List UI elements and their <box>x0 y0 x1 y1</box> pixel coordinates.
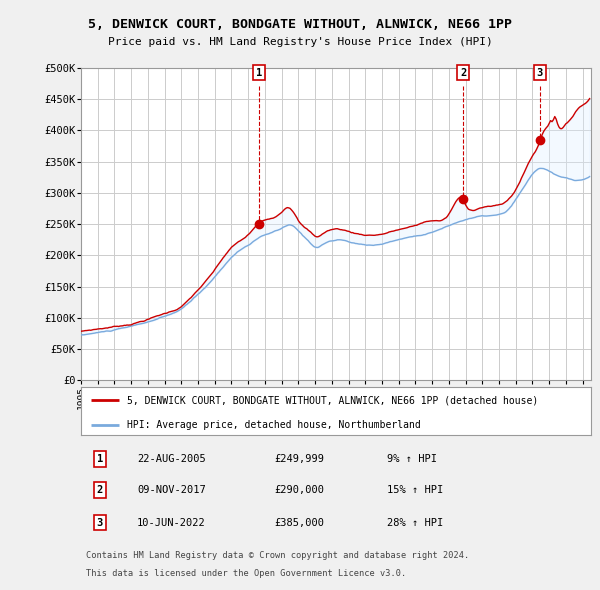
Text: 5, DENWICK COURT, BONDGATE WITHOUT, ALNWICK, NE66 1PP (detached house): 5, DENWICK COURT, BONDGATE WITHOUT, ALNW… <box>127 395 538 405</box>
Text: £385,000: £385,000 <box>275 517 325 527</box>
Text: 2: 2 <box>97 486 103 496</box>
Text: 09-NOV-2017: 09-NOV-2017 <box>137 486 206 496</box>
Text: 5, DENWICK COURT, BONDGATE WITHOUT, ALNWICK, NE66 1PP: 5, DENWICK COURT, BONDGATE WITHOUT, ALNW… <box>88 18 512 31</box>
Text: 22-AUG-2005: 22-AUG-2005 <box>137 454 206 464</box>
Text: This data is licensed under the Open Government Licence v3.0.: This data is licensed under the Open Gov… <box>86 569 406 578</box>
Text: HPI: Average price, detached house, Northumberland: HPI: Average price, detached house, Nort… <box>127 419 421 430</box>
Text: 10-JUN-2022: 10-JUN-2022 <box>137 517 206 527</box>
Text: 28% ↑ HPI: 28% ↑ HPI <box>387 517 443 527</box>
Text: 15% ↑ HPI: 15% ↑ HPI <box>387 486 443 496</box>
Text: 1: 1 <box>97 454 103 464</box>
Text: 3: 3 <box>97 517 103 527</box>
Text: £290,000: £290,000 <box>275 486 325 496</box>
Text: 3: 3 <box>537 67 543 77</box>
Text: Price paid vs. HM Land Registry's House Price Index (HPI): Price paid vs. HM Land Registry's House … <box>107 37 493 47</box>
Text: £249,999: £249,999 <box>275 454 325 464</box>
Text: 2: 2 <box>460 67 466 77</box>
Text: 1: 1 <box>256 67 262 77</box>
Text: 9% ↑ HPI: 9% ↑ HPI <box>387 454 437 464</box>
Text: Contains HM Land Registry data © Crown copyright and database right 2024.: Contains HM Land Registry data © Crown c… <box>86 550 469 560</box>
